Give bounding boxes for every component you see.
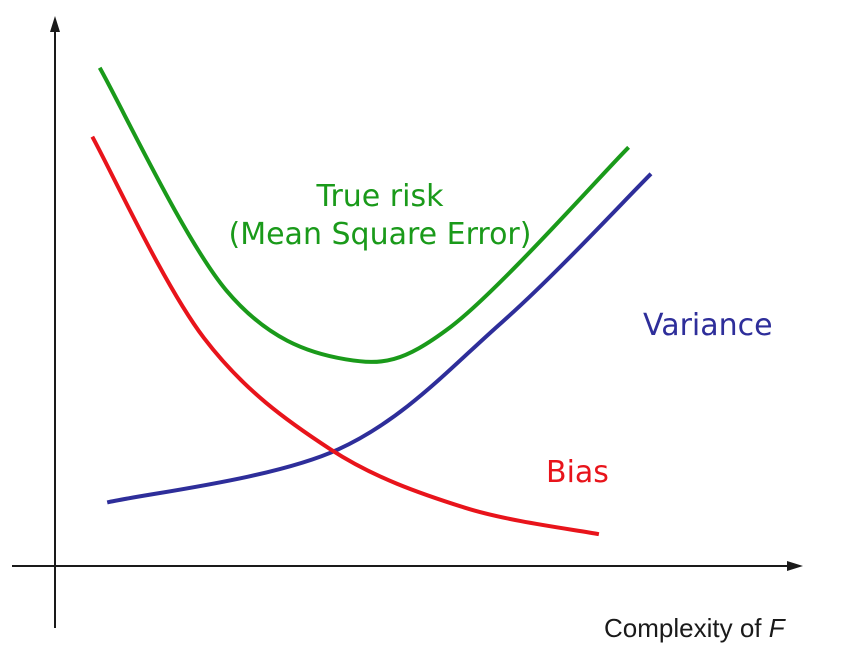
y-axis-arrowhead [50,16,60,32]
true-risk-label-line-1: True risk [316,179,444,214]
x-axis-label: Complexity of F [604,612,785,644]
bias-curve [90,135,600,537]
x-axis-label-variable: F [768,613,785,643]
curves [90,66,653,537]
true-risk-label: True risk (Mean Square Error) [218,178,542,254]
x-axis-arrowhead [787,561,803,571]
true-risk-curve [97,66,631,364]
true-risk-label-line-2: (Mean Square Error) [228,217,532,252]
x-axis-label-text: Complexity of [604,613,769,643]
axes [12,16,803,628]
bias-label: Bias [546,455,609,490]
variance-curve [106,172,653,505]
variance-label: Variance [643,308,773,343]
